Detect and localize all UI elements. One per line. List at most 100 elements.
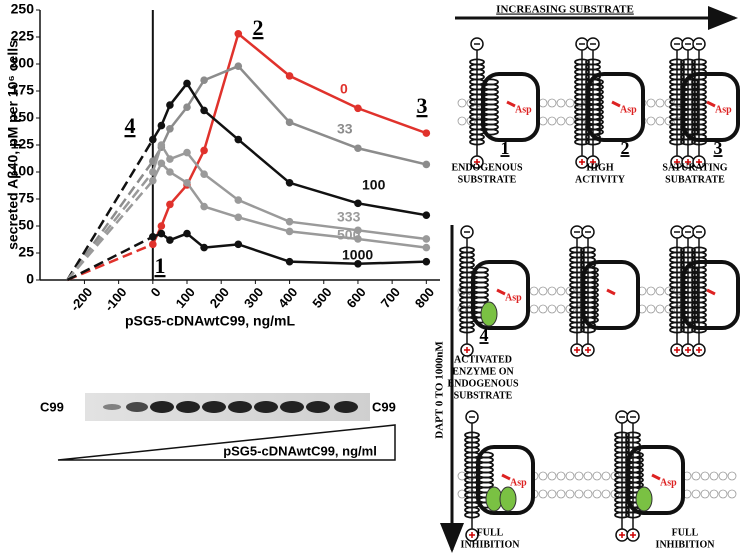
lipid (556, 471, 566, 481)
series-label: 0 (340, 81, 348, 97)
helix-turn (569, 326, 585, 334)
lipid (547, 98, 557, 108)
y-tick-label: 225 (11, 28, 35, 44)
inhibitor (635, 486, 653, 512)
gel-label: C99 (372, 399, 396, 414)
helix-turn (580, 326, 596, 334)
asp-label: Asp (515, 104, 532, 115)
helix-turn (669, 138, 685, 146)
point (200, 202, 208, 211)
lipid (547, 471, 557, 481)
lipid (718, 489, 728, 499)
point (285, 179, 294, 187)
lipid (565, 471, 575, 481)
active-site (496, 288, 506, 296)
step-label: INHIBITION (461, 539, 521, 550)
point (149, 240, 157, 249)
lipid (646, 304, 656, 314)
lipid (691, 471, 701, 481)
point (422, 160, 431, 169)
series-line (151, 64, 427, 166)
step-number: 4 (480, 325, 489, 345)
point (183, 179, 191, 187)
enzyme-complex: Asp (459, 225, 530, 357)
point (149, 135, 157, 144)
lipid (592, 489, 602, 499)
point (354, 104, 362, 113)
lipid (547, 116, 557, 126)
asp-label: Asp (660, 477, 677, 488)
point (200, 106, 208, 115)
point (200, 146, 208, 155)
point (422, 235, 431, 243)
point (234, 240, 243, 249)
step-label: SUBSTRATE (454, 390, 513, 401)
gel-label: C99 (40, 399, 64, 414)
lipid (556, 98, 566, 108)
inhibitor (480, 301, 498, 327)
enzyme-complex: Asp (469, 37, 540, 169)
x-tick-label: 200 (207, 284, 232, 310)
point (149, 176, 157, 185)
gradient-wedge (57, 424, 396, 461)
enzyme-complex: Asp (464, 410, 535, 542)
lipid (457, 98, 467, 108)
step-label: ENDOGENOUS (447, 378, 519, 389)
lipid (556, 116, 566, 126)
lipid (583, 489, 593, 499)
point (234, 62, 243, 70)
point (422, 257, 431, 266)
lipid (538, 98, 548, 108)
point (422, 129, 431, 137)
active-site (706, 100, 716, 108)
y-tick-label: 50 (18, 217, 34, 233)
point (354, 199, 362, 208)
lipid (556, 489, 566, 499)
series-line (151, 31, 427, 245)
series-line (66, 235, 154, 282)
asp-label: Asp (510, 477, 527, 488)
x-tick-label: 300 (241, 284, 266, 310)
x-axis-label: pSG5-cDNAwtC99, ng/mL (125, 313, 296, 329)
step-label: SUBSTRATE (458, 174, 517, 185)
lipid (556, 286, 566, 296)
helix-turn (469, 138, 485, 146)
lipid (601, 489, 611, 499)
helix-turn (585, 138, 601, 146)
lipid (655, 98, 665, 108)
point (234, 135, 243, 144)
lipid (538, 116, 548, 126)
gel-bands (103, 401, 358, 413)
lipid (583, 471, 593, 481)
helix-turn (459, 326, 475, 334)
point (166, 125, 174, 133)
lipid (646, 116, 656, 126)
active-site (506, 100, 516, 108)
lipid (574, 489, 584, 499)
y-tick-label: 125 (11, 136, 35, 152)
point (200, 76, 208, 84)
helix-turn (680, 138, 696, 146)
lipid (538, 304, 548, 314)
point (234, 196, 243, 204)
point (183, 148, 191, 157)
lipid (565, 116, 575, 126)
series-label: 100 (362, 177, 386, 193)
helix-turn (625, 511, 641, 519)
annotation: 1 (155, 253, 166, 278)
asp-label: Asp (505, 292, 522, 303)
step-label: INHIBITION (656, 539, 716, 550)
gradient-label: pSG5-cDNAwtC99, ng/ml (223, 443, 377, 458)
step-label: FULL (672, 527, 699, 538)
lipid (529, 304, 539, 314)
x-tick-label: 500 (309, 284, 334, 310)
lipid (457, 116, 467, 126)
y-axis-label: secreted Aβ40, pM per 10⁶ cells (5, 40, 21, 250)
arrow-label: INCREASING SUBSTRATE (496, 4, 634, 16)
lipid (655, 286, 665, 296)
step-number: 2 (621, 138, 630, 158)
x-tick-label: -100 (101, 284, 129, 314)
series-line (66, 179, 154, 281)
point (149, 233, 157, 241)
